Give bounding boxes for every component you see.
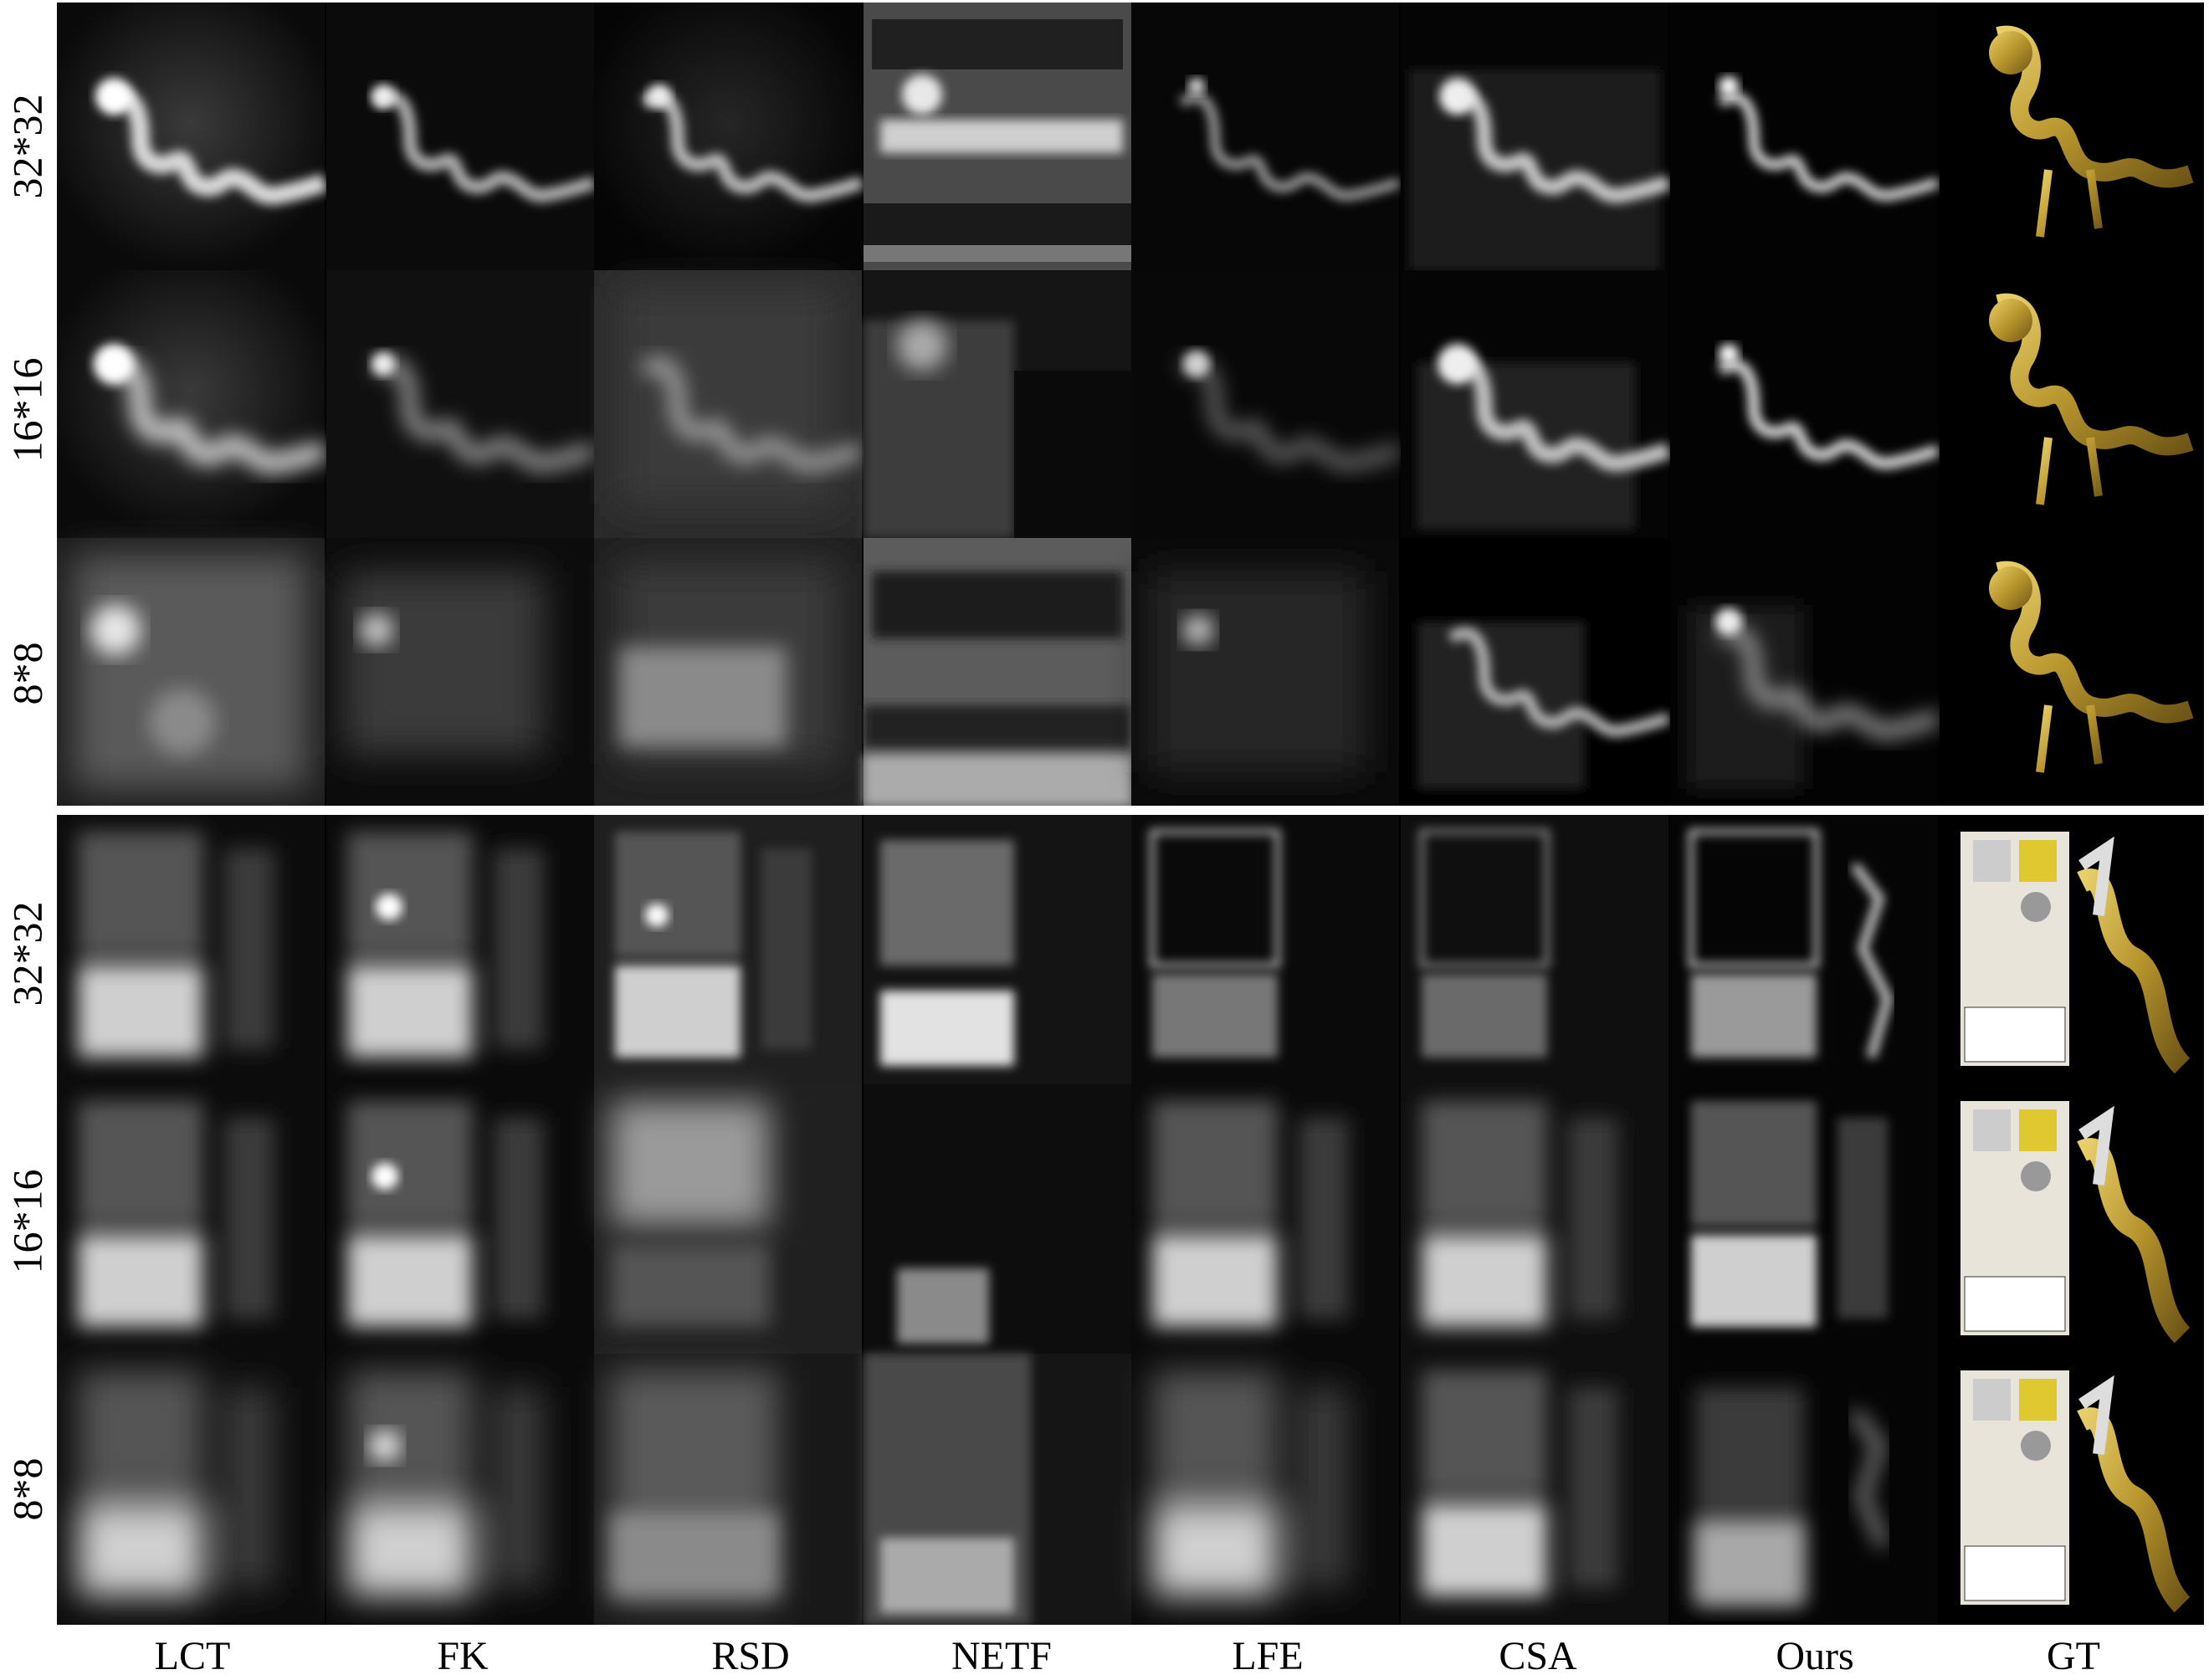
shelf-32-rsd [594,815,862,1084]
column-label-netf: NETF [951,1634,1052,1678]
row-label-top-16: 16*16 [3,357,50,463]
shelf-32-lct [57,815,325,1084]
dragon-32-lct [57,3,325,270]
dragon-8-gt [1940,538,2204,806]
dragon-16-fk [326,270,594,538]
shelf-16-rsd [594,1084,862,1354]
shelf-16-lct [57,1084,325,1354]
shelf-8-csa [1401,1354,1668,1625]
column-label-gt: GT [2047,1634,2100,1678]
dragon-16-lfe [1131,270,1399,538]
shelf-16-gt [1940,1084,2204,1354]
shelf-8-netf [864,1354,1131,1625]
shelf-32-lfe [1131,815,1399,1084]
shelf-32-netf [864,815,1131,1084]
column-label-fk: FK [437,1634,489,1678]
dragon-16-csa [1401,270,1668,538]
dragon-32-csa [1401,3,1668,270]
shelf-32-csa [1401,815,1668,1084]
row-label-top-32: 32*32 [3,94,50,199]
bookshelf-results-grid [57,815,2204,1625]
shelf-8-lfe [1131,1354,1399,1625]
shelf-8-ours [1670,1354,1938,1625]
panel-separator [57,806,2204,815]
dragon-32-ours [1670,3,1938,270]
dragon-16-netf [864,270,1131,538]
shelf-8-fk [326,1354,594,1625]
column-label-csa: CSA [1499,1634,1577,1678]
dragon-8-lfe [1131,538,1399,806]
column-label-ours: Ours [1776,1634,1854,1678]
dragon-16-rsd [594,270,862,538]
dragon-16-gt [1940,270,2204,538]
dragon-results-panel [57,3,2204,806]
dragon-8-fk [326,538,594,806]
shelf-8-lct [57,1354,325,1625]
dragon-8-rsd [594,538,862,806]
dragon-8-netf [864,538,1131,806]
row-label-bottom-16: 16*16 [3,1169,50,1274]
dragon-8-lct [57,538,325,806]
row-label-bottom-32: 32*32 [3,901,50,1006]
shelf-32-gt [1940,815,2204,1084]
dragon-32-gt [1940,3,2204,270]
shelf-16-netf [864,1084,1131,1354]
shelf-16-csa [1401,1084,1668,1354]
dragon-8-ours [1670,538,1938,806]
row-label-top-8: 8*8 [3,642,50,705]
dragon-32-rsd [594,3,862,270]
shelf-8-gt [1940,1354,2204,1625]
shelf-32-fk [326,815,594,1084]
shelf-16-ours [1670,1084,1938,1354]
dragon-8-csa [1401,538,1668,806]
dragon-32-lfe [1131,3,1399,270]
shelf-32-ours [1670,815,1938,1084]
dragon-16-ours [1670,270,1938,538]
column-label-lct: LCT [154,1634,231,1678]
shelf-16-fk [326,1084,594,1354]
dragon-32-netf [864,3,1131,270]
column-label-lfe: LFE [1232,1634,1304,1678]
row-label-bottom-8: 8*8 [3,1457,50,1521]
shelf-16-lfe [1131,1084,1399,1354]
column-label-rsd: RSD [711,1634,790,1678]
dragon-32-fk [326,3,594,270]
bookshelf-results-panel [57,815,2204,1625]
dragon-16-lct [57,270,325,538]
shelf-8-rsd [594,1354,862,1625]
dragon-results-grid [57,3,2204,806]
